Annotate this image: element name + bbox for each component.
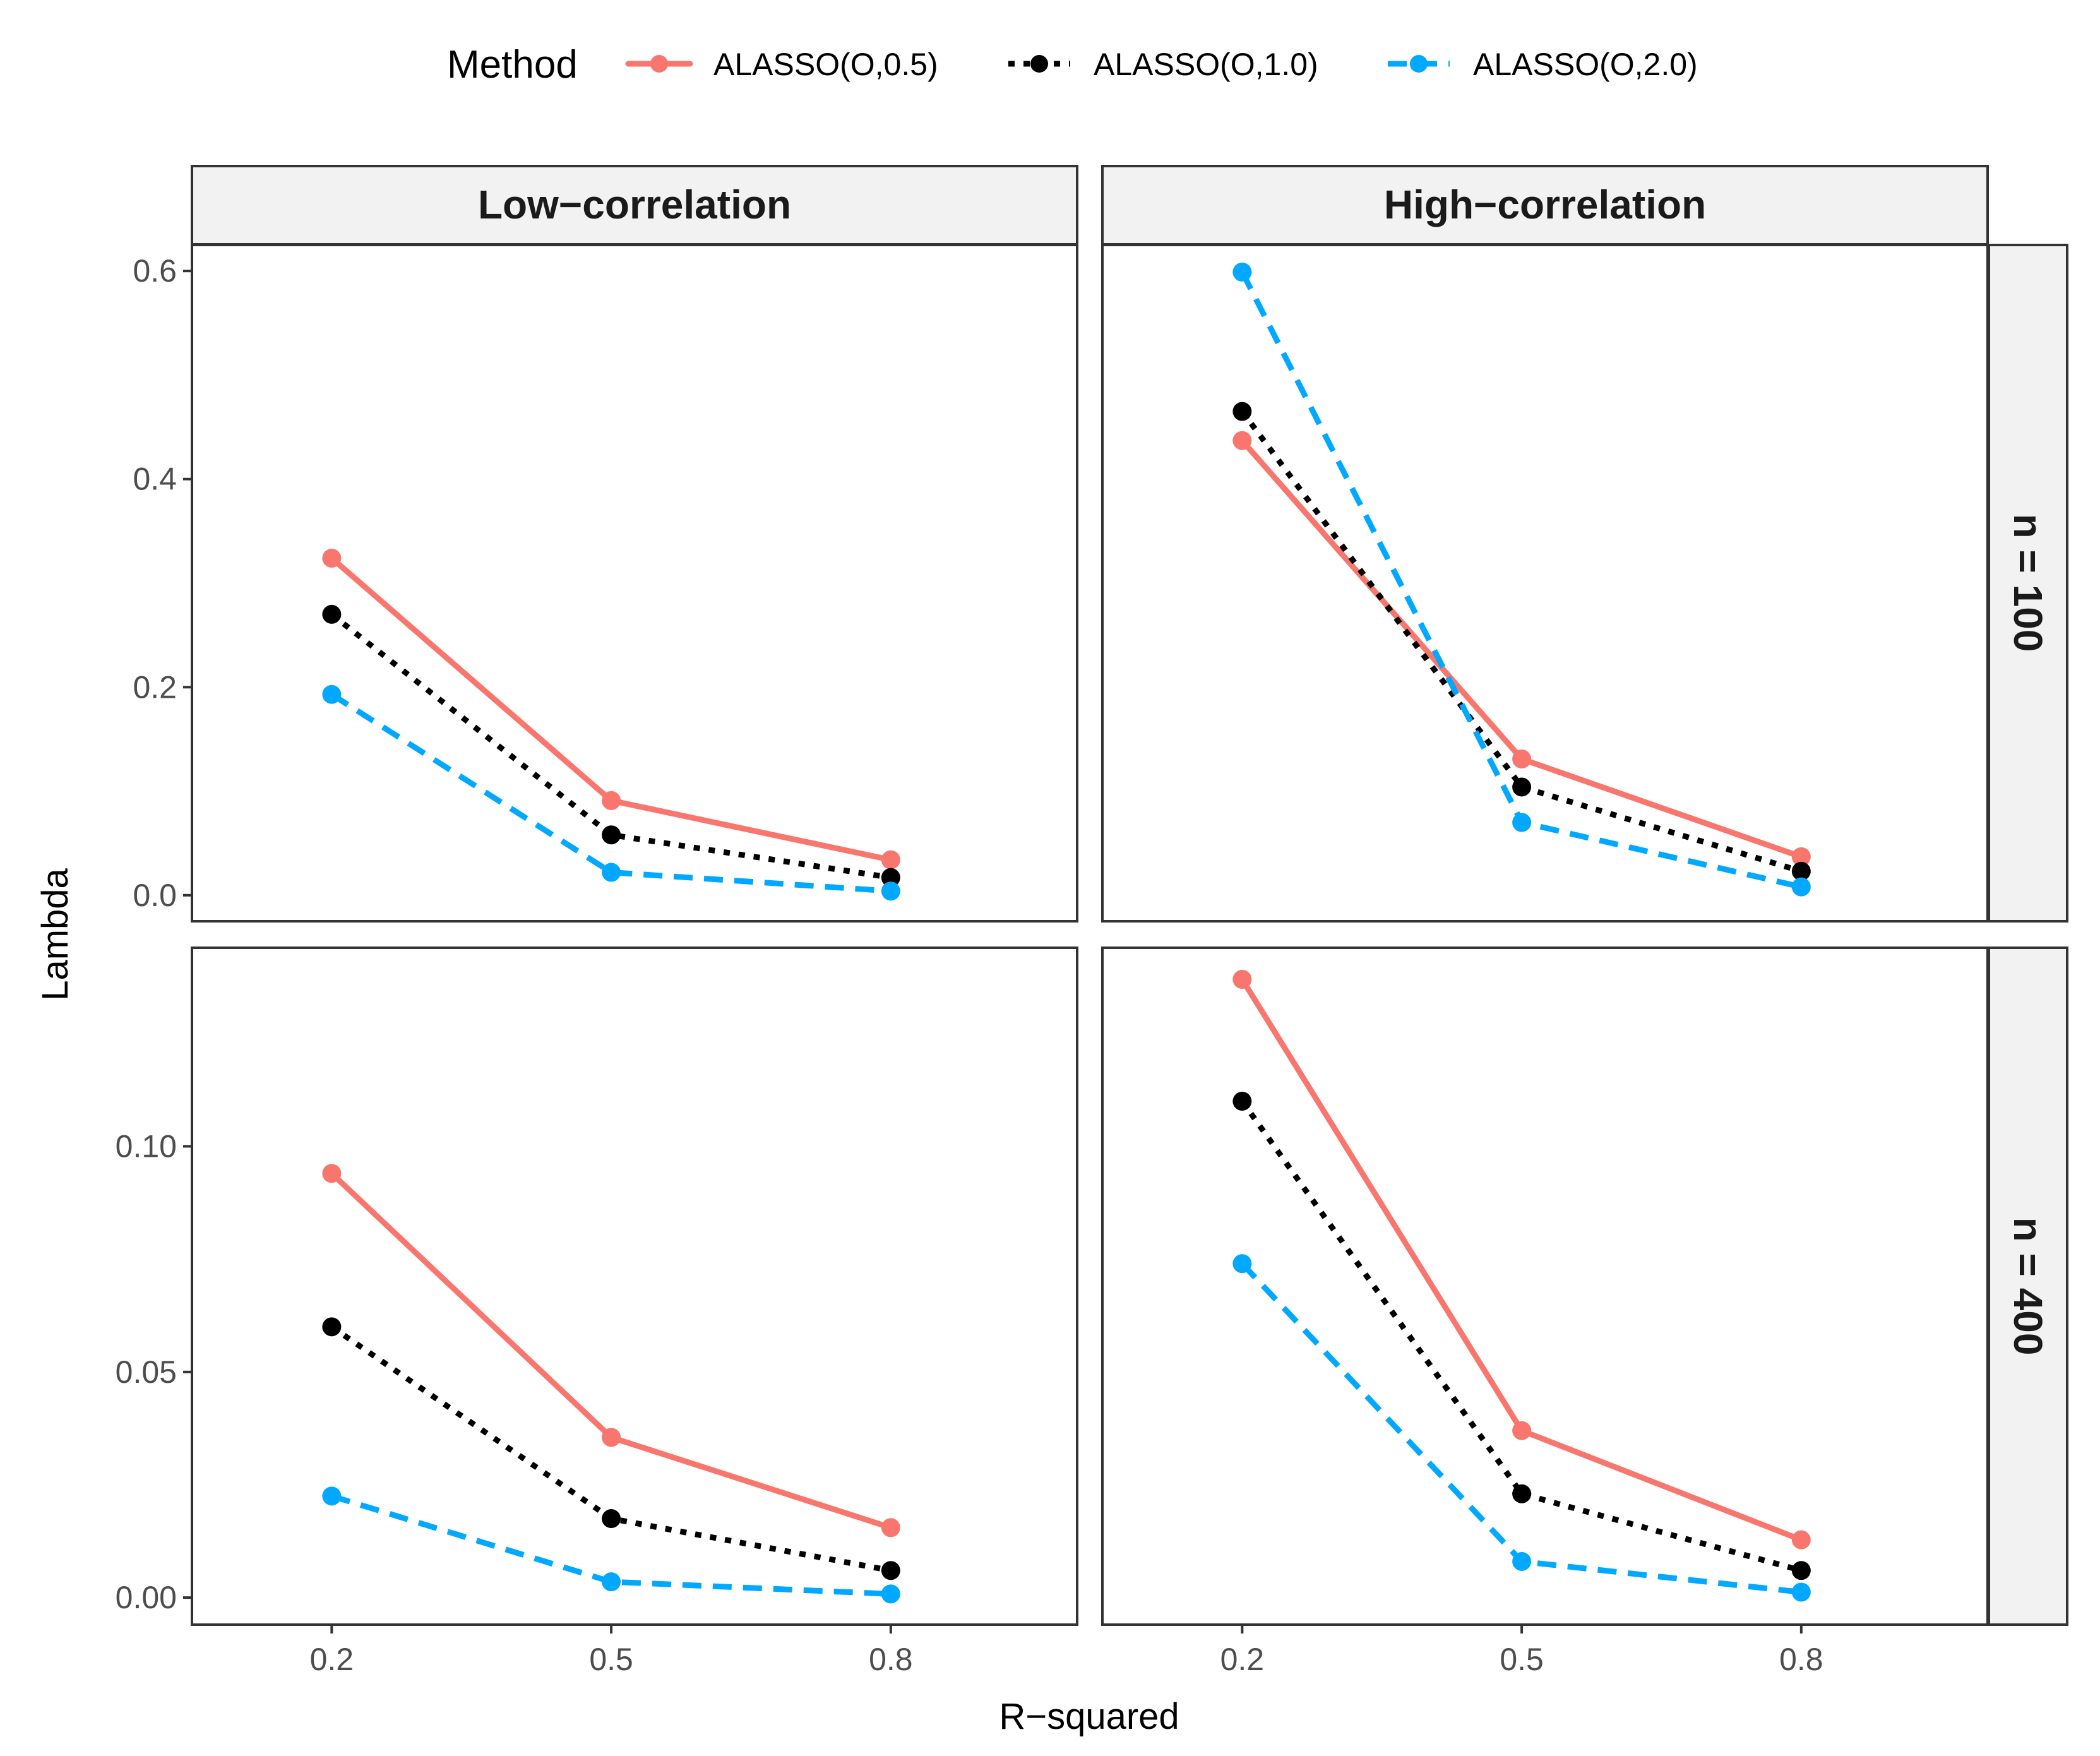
- data-point: [881, 868, 900, 887]
- data-point: [1512, 1421, 1532, 1440]
- data-point: [1232, 1254, 1252, 1274]
- data-point: [322, 1486, 342, 1506]
- strip-label: High−correlation: [1384, 182, 1706, 227]
- panel-border: [191, 244, 1078, 923]
- legend-entry: ALASSO(O,2.0): [1388, 47, 1698, 82]
- x-tick-label: 0.8: [1779, 1642, 1823, 1677]
- legend-label: ALASSO(O,1.0): [1094, 47, 1318, 82]
- row-strip-n-400: n = 400: [1988, 947, 2068, 1626]
- data-point: [602, 1572, 621, 1592]
- x-tick-label: 0.8: [869, 1642, 913, 1677]
- data-point: [322, 684, 342, 704]
- data-point: [881, 850, 900, 869]
- data-point: [1512, 1484, 1532, 1503]
- x-tick-label: 0.2: [1220, 1642, 1265, 1677]
- data-point: [1232, 262, 1252, 282]
- row-strip-n-100: n = 100: [1988, 244, 2068, 923]
- series-line: [331, 1493, 892, 1597]
- strip-box: [1988, 947, 2068, 1626]
- legend-entry: ALASSO(O,1.0): [1008, 47, 1318, 82]
- x-tick-label: 0.5: [1500, 1642, 1544, 1677]
- data-point: [881, 881, 900, 901]
- data-point: [1791, 877, 1811, 897]
- column-strip-high-correlation: High−correlation: [1101, 165, 1989, 246]
- panel-r1-c0: 0.00 0.05 0.10 0.2 0.5 0.8: [116, 947, 1078, 1677]
- data-point: [1791, 1561, 1811, 1580]
- legend-title: Method: [447, 43, 578, 87]
- panel-r1-c1: 0.2 0.5 0.8: [1101, 947, 1989, 1677]
- strip-box: [1988, 244, 2068, 923]
- data-point: [1791, 861, 1811, 881]
- y-tick-label: 0.10: [116, 1128, 177, 1164]
- legend-swatch-point: [650, 55, 668, 73]
- y-tick-label: 0.6: [133, 253, 177, 289]
- legend-label: ALASSO(O,2.0): [1473, 47, 1698, 82]
- strip-box: [1101, 165, 1989, 246]
- panels: 0.00.20.40.60.000.050.100.2 0.5 0.8 0.2 0.5 0…: [116, 244, 1989, 1677]
- series-line: [1239, 976, 1805, 1543]
- data-point: [1512, 813, 1532, 832]
- data-point: [881, 1561, 900, 1580]
- y-tick-label: 0.05: [116, 1354, 177, 1390]
- data-point: [1512, 777, 1532, 797]
- data-point: [602, 825, 621, 845]
- data-point: [881, 1584, 900, 1604]
- data-point: [1232, 431, 1252, 450]
- x-axis-title: R−squared: [999, 1696, 1179, 1737]
- legend-swatch-point: [1410, 55, 1428, 73]
- series-line: [1239, 409, 1803, 875]
- y-tick-label: 0.2: [133, 669, 177, 705]
- panel-border: [191, 947, 1078, 1626]
- data-point: [881, 1518, 900, 1538]
- data-point: [602, 1428, 621, 1447]
- data-point: [1791, 847, 1811, 866]
- x-tick-label: 0.5: [589, 1642, 633, 1677]
- data-point: [1232, 970, 1252, 989]
- data-point: [1512, 1551, 1532, 1571]
- data-point: [322, 1164, 342, 1183]
- data-point: [1512, 749, 1532, 768]
- data-point: [1791, 1582, 1811, 1602]
- panel-r0-c1: [1101, 244, 1989, 923]
- data-point: [322, 1317, 342, 1337]
- panel-border: [1101, 947, 1989, 1626]
- y-tick-label: 0.0: [133, 878, 177, 913]
- y-axis-title: Lambda: [35, 868, 76, 1000]
- series-line: [328, 555, 894, 863]
- series-line: [330, 692, 892, 894]
- series-line: [328, 1170, 894, 1531]
- data-point: [602, 791, 621, 810]
- strip-box: [191, 165, 1078, 246]
- legend-swatch-point: [1030, 55, 1048, 73]
- panel-border: [1101, 244, 1989, 923]
- series-line: [330, 1324, 892, 1574]
- data-point: [602, 863, 621, 882]
- data-point: [1232, 402, 1252, 421]
- legend: Method ALASSO(O,0.5) ALASSO(O,1.0) ALASS…: [447, 43, 1698, 87]
- x-tick-label: 0.2: [310, 1642, 354, 1677]
- y-tick-label: 0.00: [116, 1580, 177, 1615]
- strip-label: Low−correlation: [478, 182, 791, 227]
- legend-entry: ALASSO(O,0.5): [625, 47, 938, 82]
- data-point: [1232, 1091, 1252, 1111]
- strip-label: n = 100: [2005, 514, 2051, 652]
- strip-label: n = 400: [2005, 1217, 2051, 1356]
- y-tick-label: 0.4: [133, 462, 177, 497]
- data-point: [602, 1509, 621, 1529]
- data-point: [322, 548, 342, 568]
- column-strip-low-correlation: Low−correlation: [191, 165, 1078, 246]
- legend-label: ALASSO(O,0.5): [713, 47, 938, 82]
- data-point: [1791, 1530, 1811, 1550]
- data-point: [322, 604, 342, 624]
- panel-r0-c0: 0.0 0.2 0.4 0.6: [133, 244, 1078, 923]
